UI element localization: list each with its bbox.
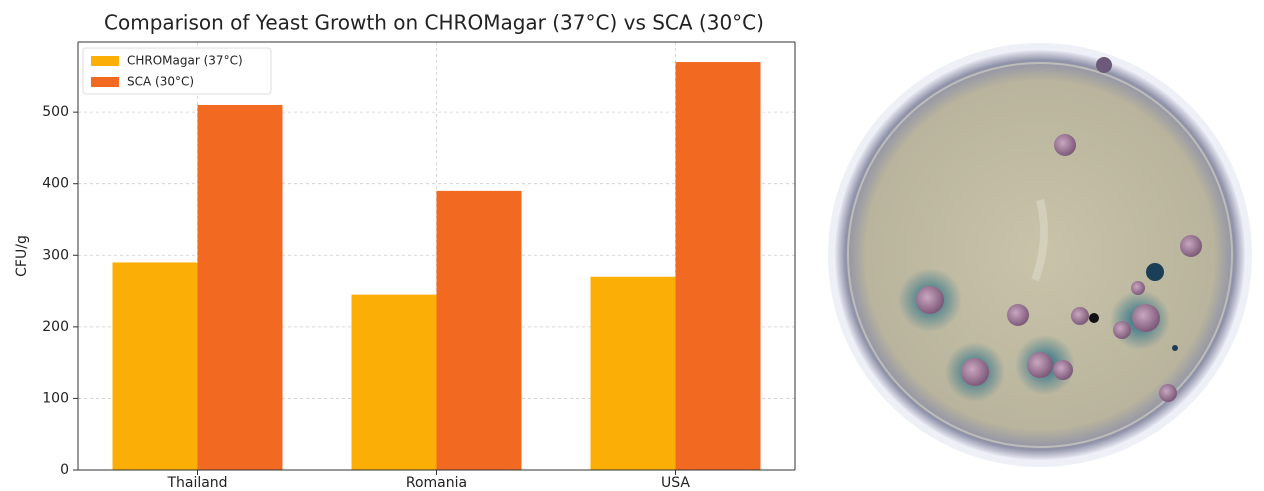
plot: 0 100 200 300 400 500 Thailand Romania USA CHROMa… <box>42 41 796 491</box>
legend-box <box>82 47 272 95</box>
y-tick-label: 400 <box>42 176 69 192</box>
legend-label: CHROMagar (37°C) <box>127 54 243 68</box>
petri-dish-photo <box>828 43 1252 467</box>
y-tick-label: 500 <box>42 104 69 120</box>
x-tick-label: Thailand <box>166 475 227 491</box>
chart-title: Comparison of Yeast Growth on CHROMagar … <box>104 11 764 35</box>
bar <box>112 262 198 470</box>
y-tick-label: 100 <box>42 390 69 406</box>
legend-swatch <box>91 77 119 87</box>
x-tick-label: Romania <box>406 475 467 491</box>
y-tick-label: 0 <box>60 462 69 478</box>
x-tick-label: USA <box>661 475 690 491</box>
bar <box>436 190 522 470</box>
bar <box>197 104 283 470</box>
y-tick-label: 200 <box>42 319 69 335</box>
legend-label: SCA (30°C) <box>127 75 194 89</box>
y-tick-label: 300 <box>42 247 69 263</box>
bar <box>590 276 676 470</box>
legend: CHROMagar (37°C) SCA (30°C) <box>82 47 272 95</box>
y-axis-label: CFU/g <box>14 235 30 277</box>
legend-swatch <box>91 56 119 66</box>
bar <box>351 294 437 470</box>
bar <box>675 62 761 471</box>
